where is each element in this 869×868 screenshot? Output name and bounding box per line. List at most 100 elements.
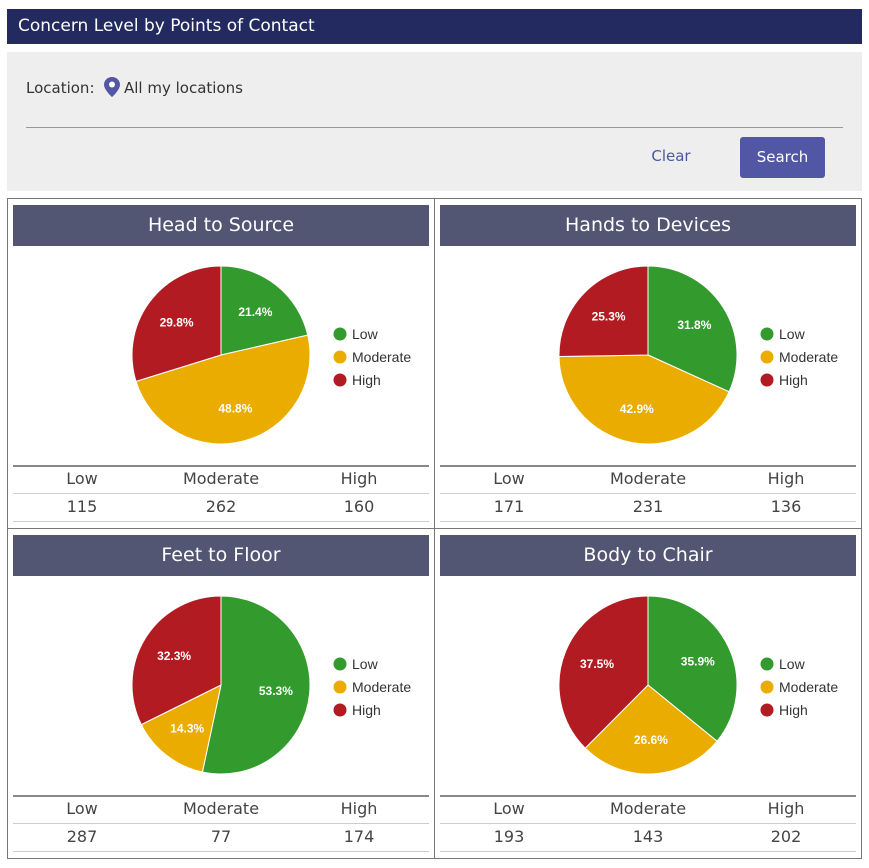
legend-label-high[interactable]: High [352, 702, 381, 718]
chart-card-head-to-source: Head to Source 21.4% 48.8% 29.8% Low Moderat… [13, 205, 429, 527]
stats-header-high: High [340, 469, 378, 488]
search-button[interactable]: Search [740, 137, 825, 178]
stats-value-low: 193 [493, 827, 525, 846]
legend-marker-moderate [760, 680, 774, 694]
stats-divider [440, 493, 856, 494]
legend-marker-moderate [760, 350, 774, 364]
stats-value-moderate: 262 [205, 497, 237, 516]
pie-slice-moderate[interactable] [135, 334, 311, 445]
pie-chart: 31.8% 42.9% 25.3% Low Moderate High [558, 265, 838, 445]
legend-marker-low [760, 327, 774, 341]
stats-value-high: 136 [770, 497, 802, 516]
chart-title: Feet to Floor [13, 535, 429, 576]
stats-value-moderate: 143 [632, 827, 664, 846]
stats-header-low: Low [66, 469, 98, 488]
pie-slice-low[interactable] [647, 265, 738, 393]
legend-label-high[interactable]: High [779, 372, 808, 388]
legend-marker-moderate [333, 680, 347, 694]
stats-divider [440, 851, 856, 852]
page-title: Concern Level by Points of Contact [7, 9, 862, 44]
filter-panel: Location: All my locations Clear Search [7, 52, 862, 191]
chart-title: Head to Source [13, 205, 429, 246]
stats-header-high: High [767, 799, 805, 818]
chart-title: Body to Chair [440, 535, 856, 576]
pie-slice-moderate[interactable] [558, 354, 730, 445]
pie-slice-moderate[interactable] [140, 684, 222, 773]
pie-label-moderate: 14.3% [170, 722, 204, 736]
legend-label-moderate[interactable]: Moderate [352, 679, 411, 695]
pie-label-high: 29.8% [160, 315, 194, 329]
stats-value-low: 171 [493, 497, 525, 516]
pie-label-moderate: 26.6% [634, 733, 668, 747]
pie-chart: 53.3% 14.3% 32.3% Low Moderate High [131, 595, 411, 775]
legend-label-low[interactable]: Low [352, 326, 379, 342]
pie-slice-moderate[interactable] [584, 684, 718, 775]
map-pin-icon [104, 77, 120, 101]
stats-header-moderate: Moderate [182, 799, 260, 818]
pie-chart: 21.4% 48.8% 29.8% Low Moderate High [131, 265, 411, 445]
legend-label-low[interactable]: Low [779, 326, 806, 342]
charts-grid [7, 198, 862, 859]
stats-divider [13, 465, 429, 467]
pie-slice-high[interactable] [131, 595, 222, 726]
pie-slice-low[interactable] [201, 595, 311, 775]
pie-label-low: 21.4% [238, 305, 272, 319]
legend-label-high[interactable]: High [779, 702, 808, 718]
chart-card-hands-to-devices: Hands to Devices 31.8% 42.9% 25.3% Low Moder… [440, 205, 856, 527]
location-selector[interactable]: All my locations [124, 79, 243, 97]
pie-slice-low[interactable] [220, 265, 309, 356]
stats-header-moderate: Moderate [609, 799, 687, 818]
legend-label-moderate[interactable]: Moderate [779, 679, 838, 695]
legend-label-moderate[interactable]: Moderate [352, 349, 411, 365]
stats-divider [440, 521, 856, 522]
pie-slice-high[interactable] [558, 265, 649, 358]
legend-label-moderate[interactable]: Moderate [779, 349, 838, 365]
pie-chart: 35.9% 26.6% 37.5% Low Moderate High [558, 595, 838, 775]
pie-label-low: 35.9% [681, 654, 715, 668]
stats-header-low: Low [66, 799, 98, 818]
stats-value-low: 115 [66, 497, 98, 516]
stats-divider [13, 493, 429, 494]
stats-header-high: High [340, 799, 378, 818]
location-label: Location: [26, 79, 95, 97]
stats-value-high: 174 [343, 827, 375, 846]
stats-value-moderate: 231 [632, 497, 664, 516]
legend-marker-high [760, 373, 774, 387]
stats-divider [440, 465, 856, 467]
clear-button[interactable]: Clear [651, 147, 691, 165]
legend-marker-high [760, 703, 774, 717]
pie-label-moderate: 42.9% [620, 402, 654, 416]
legend-marker-low [760, 657, 774, 671]
pie-slice-high[interactable] [558, 595, 649, 749]
stats-divider [13, 851, 429, 852]
filter-divider [26, 127, 843, 128]
pie-label-moderate: 48.8% [218, 401, 252, 415]
legend-marker-moderate [333, 350, 347, 364]
pie-slice-low[interactable] [647, 595, 738, 742]
stats-value-high: 160 [343, 497, 375, 516]
stats-divider [440, 795, 856, 797]
stats-value-high: 202 [770, 827, 802, 846]
stats-value-low: 287 [66, 827, 98, 846]
legend-marker-low [333, 327, 347, 341]
legend-label-low[interactable]: Low [352, 656, 379, 672]
stats-divider [13, 795, 429, 797]
stats-header-moderate: Moderate [609, 469, 687, 488]
legend-marker-high [333, 703, 347, 717]
legend-marker-high [333, 373, 347, 387]
pie-label-high: 32.3% [157, 649, 191, 663]
pie-label-high: 25.3% [592, 309, 626, 323]
chart-card-body-to-chair: Body to Chair 35.9% 26.6% 37.5% Low Moderate… [440, 535, 856, 857]
chart-card-feet-to-floor: Feet to Floor 53.3% 14.3% 32.3% Low Moderate… [13, 535, 429, 857]
pie-slice-high[interactable] [131, 265, 222, 383]
stats-header-low: Low [493, 469, 525, 488]
stats-header-high: High [767, 469, 805, 488]
grid-divider-horizontal [8, 528, 861, 529]
stats-value-moderate: 77 [210, 827, 232, 846]
legend-label-low[interactable]: Low [779, 656, 806, 672]
legend-label-high[interactable]: High [352, 372, 381, 388]
pie-label-low: 53.3% [259, 684, 293, 698]
stats-divider [440, 823, 856, 824]
pie-label-low: 31.8% [677, 318, 711, 332]
legend-marker-low [333, 657, 347, 671]
